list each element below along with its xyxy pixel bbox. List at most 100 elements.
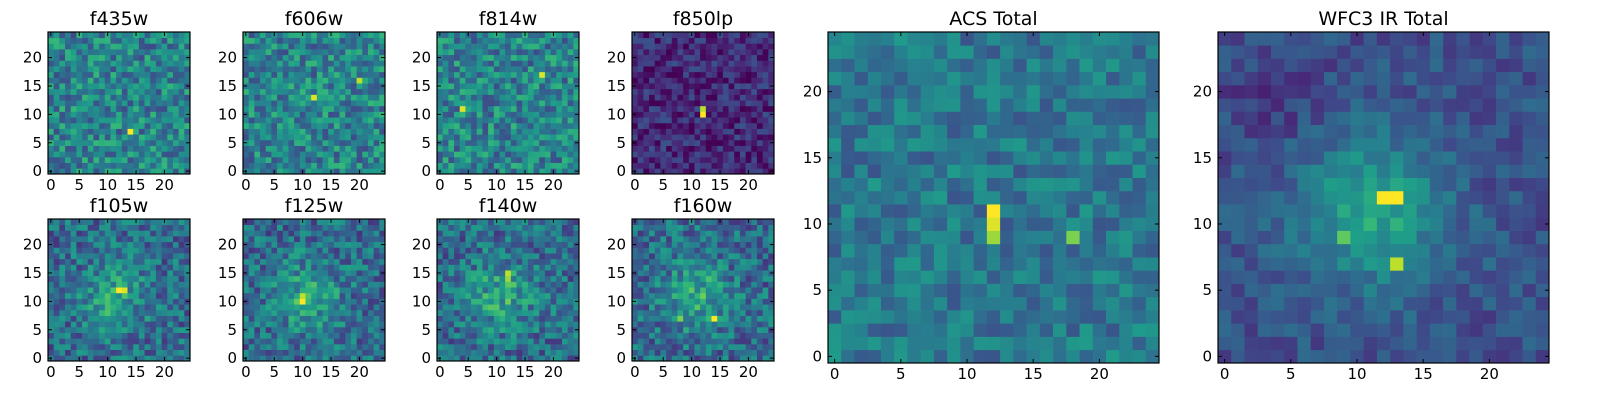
heatmap-cell bbox=[510, 83, 517, 90]
heatmap-cell bbox=[722, 304, 729, 311]
heatmap-cell bbox=[345, 241, 352, 248]
heatmap-cell bbox=[110, 83, 117, 90]
heatmap-cell bbox=[138, 241, 145, 248]
heatmap-cell bbox=[116, 37, 123, 44]
heatmap-cell bbox=[488, 100, 495, 107]
heatmap-cell bbox=[178, 275, 185, 282]
heatmap-cell bbox=[448, 117, 455, 124]
heatmap-cell bbox=[671, 292, 678, 299]
heatmap-cell bbox=[550, 71, 557, 78]
heatmap-cell bbox=[99, 168, 106, 175]
heatmap-cell bbox=[127, 54, 134, 61]
heatmap-cell bbox=[700, 270, 707, 277]
heatmap-cell bbox=[493, 247, 500, 254]
heatmap-cell bbox=[76, 343, 83, 350]
heatmap-cell bbox=[516, 349, 523, 356]
heatmap-cell bbox=[643, 111, 650, 118]
heatmap-cell bbox=[637, 32, 644, 39]
heatmap-cell bbox=[454, 94, 461, 101]
heatmap-cell bbox=[556, 332, 563, 339]
heatmap-cell bbox=[299, 145, 306, 152]
heatmap-cell bbox=[116, 309, 123, 316]
heatmap-cell bbox=[711, 128, 718, 135]
heatmap-cell bbox=[260, 281, 267, 288]
heatmap-cell bbox=[739, 111, 746, 118]
heatmap-cell bbox=[328, 117, 335, 124]
heatmap-cell bbox=[533, 94, 540, 101]
heatmap-cell bbox=[362, 37, 369, 44]
heatmap-cell bbox=[133, 270, 140, 277]
heatmap-cell bbox=[751, 275, 758, 282]
heatmap-cell bbox=[138, 94, 145, 101]
heatmap-cell bbox=[711, 71, 718, 78]
heatmap-cell bbox=[705, 343, 712, 350]
heatmap-cell bbox=[305, 253, 312, 260]
heatmap-cell bbox=[533, 258, 540, 265]
heatmap-cell bbox=[172, 37, 179, 44]
heatmap-cell bbox=[700, 156, 707, 163]
heatmap-cell bbox=[133, 298, 140, 305]
heatmap-cell bbox=[683, 332, 690, 339]
heatmap-cell bbox=[373, 309, 380, 316]
heatmap-cell bbox=[110, 355, 117, 362]
heatmap-cell bbox=[167, 168, 174, 175]
heatmap-cell bbox=[362, 117, 369, 124]
heatmap-cell bbox=[482, 304, 489, 311]
heatmap-cell bbox=[328, 105, 335, 112]
heatmap-cell bbox=[459, 275, 466, 282]
heatmap-cell bbox=[333, 298, 340, 305]
heatmap-cell bbox=[144, 83, 151, 90]
heatmap-cell bbox=[711, 156, 718, 163]
heatmap-cell bbox=[104, 162, 111, 169]
heatmap-cell bbox=[305, 77, 312, 84]
heatmap-cell bbox=[260, 230, 267, 237]
heatmap-cell bbox=[150, 156, 157, 163]
heatmap-cell bbox=[277, 77, 284, 84]
heatmap-cell bbox=[632, 321, 639, 328]
heatmap-cell bbox=[294, 122, 301, 129]
heatmap-cell bbox=[362, 32, 369, 39]
heatmap-cell bbox=[53, 332, 60, 339]
heatmap-cell bbox=[65, 287, 72, 294]
heatmap-cell bbox=[728, 71, 735, 78]
heatmap-cell bbox=[184, 60, 191, 67]
heatmap-cell bbox=[99, 60, 106, 67]
heatmap-cell bbox=[632, 275, 639, 282]
heatmap-cell bbox=[643, 134, 650, 141]
heatmap-cell bbox=[248, 128, 255, 135]
heatmap-cell bbox=[654, 326, 661, 333]
heatmap-cell bbox=[666, 304, 673, 311]
heatmap-cell bbox=[544, 298, 551, 305]
heatmap-cell bbox=[48, 349, 55, 356]
heatmap-cell bbox=[476, 349, 483, 356]
heatmap-cell bbox=[561, 122, 568, 129]
heatmap-cell bbox=[333, 275, 340, 282]
heatmap-cell bbox=[350, 275, 357, 282]
heatmap-cell bbox=[356, 100, 363, 107]
heatmap-cell bbox=[155, 128, 162, 135]
heatmap-cell bbox=[516, 241, 523, 248]
heatmap-cell bbox=[556, 128, 563, 135]
heatmap-cell bbox=[65, 43, 72, 50]
heatmap-cell bbox=[150, 292, 157, 299]
heatmap-cell bbox=[700, 343, 707, 350]
heatmap-cell bbox=[110, 349, 117, 356]
heatmap-cell bbox=[121, 264, 128, 271]
heatmap-cell bbox=[70, 156, 77, 163]
heatmap-cell bbox=[161, 304, 168, 311]
heatmap-cell bbox=[683, 94, 690, 101]
heatmap-cell bbox=[155, 264, 162, 271]
heatmap-cell bbox=[768, 49, 775, 56]
heatmap-cell bbox=[150, 83, 157, 90]
heatmap-cell bbox=[127, 338, 134, 345]
heatmap-cell bbox=[465, 224, 472, 231]
heatmap-cell bbox=[172, 94, 179, 101]
heatmap-cell bbox=[476, 122, 483, 129]
heatmap-cell bbox=[161, 298, 168, 305]
heatmap-cell bbox=[116, 270, 123, 277]
heatmap-cell bbox=[471, 230, 478, 237]
heatmap-cell bbox=[448, 168, 455, 175]
heatmap-cell bbox=[448, 253, 455, 260]
heatmap-cell bbox=[476, 139, 483, 146]
heatmap-cell bbox=[367, 355, 374, 362]
